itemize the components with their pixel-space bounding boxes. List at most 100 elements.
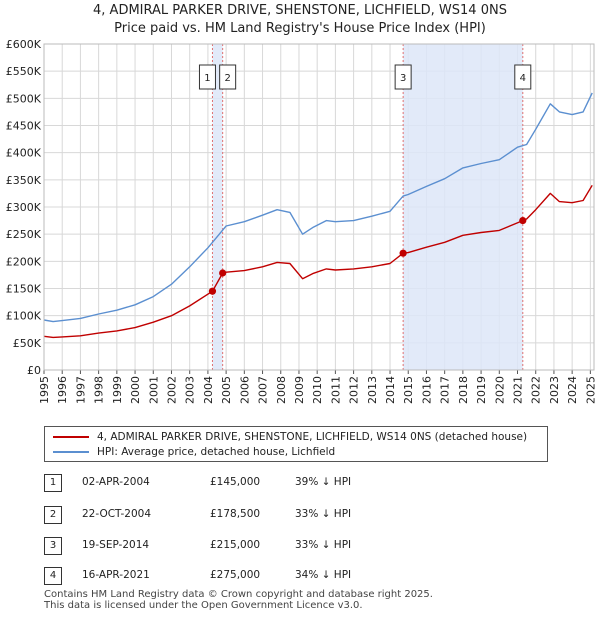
transaction-date: 19-SEP-2014 bbox=[82, 539, 150, 551]
sale-shaded-range bbox=[403, 44, 523, 370]
x-tick-label: 1996 bbox=[56, 376, 69, 404]
x-tick-label: 1999 bbox=[111, 376, 124, 404]
x-tick-label: 2011 bbox=[329, 376, 342, 404]
x-tick-label: 2005 bbox=[220, 376, 233, 404]
transaction-price: £215,000 bbox=[210, 539, 261, 551]
y-tick-label: £550K bbox=[6, 65, 42, 78]
sale-point bbox=[219, 269, 227, 277]
x-tick-label: 1998 bbox=[93, 376, 106, 404]
x-tick-label: 2022 bbox=[530, 376, 543, 404]
x-tick-label: 2010 bbox=[311, 376, 324, 404]
sale-marker: 2 bbox=[219, 64, 237, 90]
sale-marker-box bbox=[198, 64, 216, 90]
legend-swatch-hpi bbox=[53, 451, 89, 453]
x-tick-label: 2004 bbox=[202, 376, 215, 404]
transaction-price: £145,000 bbox=[210, 476, 261, 488]
sale-marker-box bbox=[219, 64, 237, 90]
table-row: 1 02-APR-2004 £145,000 39% ↓ HPI bbox=[44, 474, 444, 492]
x-tick-label: 2003 bbox=[184, 376, 197, 404]
sale-marker-box bbox=[514, 64, 532, 90]
x-axis-ticks: 1995 1996 1997 1998 1999 2000 2001 2002 2003 2004… bbox=[38, 370, 597, 404]
y-tick-label: £150K bbox=[6, 283, 42, 296]
table-row: 2 22-OCT-2004 £178,500 33% ↓ HPI bbox=[44, 506, 444, 524]
x-tick-label: 2015 bbox=[402, 376, 415, 404]
sale-shaded-ranges bbox=[212, 44, 523, 370]
sale-marker-box bbox=[394, 64, 412, 90]
x-tick-label: 2007 bbox=[257, 376, 270, 404]
sale-marker: 3 bbox=[394, 64, 412, 90]
y-tick-label: £50K bbox=[13, 337, 42, 350]
transaction-price: £275,000 bbox=[210, 569, 261, 581]
legend-label-hpi: HPI: Average price, detached house, Lich… bbox=[97, 446, 336, 458]
sale-marker: 4 bbox=[514, 64, 532, 90]
series-line-hpi bbox=[43, 92, 593, 323]
x-tick-label: 2023 bbox=[548, 376, 561, 404]
x-tick-label: 2013 bbox=[366, 376, 379, 404]
x-tick-label: 2012 bbox=[348, 376, 361, 404]
x-tick-label: 1997 bbox=[74, 376, 87, 404]
sale-marker-label: 3 bbox=[400, 73, 406, 84]
sale-markers: 1 2 3 4 bbox=[198, 64, 532, 90]
footer: Contains HM Land Registry data © Crown c… bbox=[44, 589, 433, 611]
y-tick-label: £200K bbox=[6, 255, 42, 268]
footer-line-2: This data is licensed under the Open Gov… bbox=[44, 600, 363, 611]
transaction-number: 3 bbox=[44, 537, 62, 555]
y-tick-label: £400K bbox=[6, 147, 42, 160]
price-chart: 1 2 3 4 £0 £50K £100K £150K £200K £250K £300K £350… bbox=[6, 38, 598, 404]
x-tick-label: 2009 bbox=[293, 376, 306, 404]
sale-marker: 1 bbox=[198, 64, 216, 90]
y-tick-label: £250K bbox=[6, 228, 42, 241]
plot-frame bbox=[43, 43, 595, 371]
transaction-hpi-diff: 39% ↓ HPI bbox=[295, 476, 352, 488]
sale-points bbox=[208, 216, 527, 295]
transaction-hpi-diff: 33% ↓ HPI bbox=[295, 508, 352, 520]
transaction-date: 22-OCT-2004 bbox=[82, 508, 151, 520]
transaction-date: 16-APR-2021 bbox=[82, 569, 150, 581]
x-tick-label: 2008 bbox=[275, 376, 288, 404]
sale-point bbox=[208, 287, 217, 295]
title-line-2: Price paid vs. HM Land Registry's House … bbox=[114, 21, 486, 36]
x-tick-label: 2002 bbox=[165, 376, 178, 404]
title-line-1: 4, ADMIRAL PARKER DRIVE, SHENSTONE, LICH… bbox=[93, 3, 507, 18]
x-tick-label: 2014 bbox=[384, 376, 397, 404]
y-tick-label: £0 bbox=[27, 364, 41, 377]
transaction-number: 2 bbox=[44, 506, 62, 524]
sale-marker-label: 2 bbox=[224, 73, 230, 84]
x-tick-label: 2017 bbox=[439, 376, 452, 404]
transaction-price: £178,500 bbox=[210, 508, 261, 520]
transaction-date: 02-APR-2004 bbox=[82, 476, 150, 488]
x-tick-label: 1995 bbox=[38, 376, 51, 404]
x-tick-label: 2019 bbox=[475, 376, 488, 404]
y-tick-label: £500K bbox=[6, 92, 42, 105]
footer-line-1: Contains HM Land Registry data © Crown c… bbox=[44, 589, 433, 600]
y-tick-label: £450K bbox=[6, 120, 42, 133]
y-tick-label: £600K bbox=[6, 38, 42, 51]
x-tick-label: 2016 bbox=[420, 376, 433, 404]
transaction-number: 1 bbox=[44, 474, 62, 492]
transaction-hpi-diff: 34% ↓ HPI bbox=[295, 569, 352, 581]
sale-marker-label: 1 bbox=[204, 73, 210, 84]
legend-swatch-property bbox=[53, 436, 89, 438]
sale-shaded-range bbox=[212, 44, 223, 370]
sale-marker-label: 4 bbox=[520, 73, 526, 84]
y-tick-label: £100K bbox=[6, 310, 42, 323]
sale-point bbox=[519, 216, 527, 225]
transaction-hpi-diff: 33% ↓ HPI bbox=[295, 539, 352, 551]
x-tick-label: 2020 bbox=[493, 376, 506, 404]
transaction-number: 4 bbox=[44, 567, 62, 585]
x-tick-label: 2025 bbox=[584, 376, 597, 404]
y-tick-label: £300K bbox=[6, 201, 42, 214]
x-tick-label: 2001 bbox=[147, 376, 160, 404]
chart-title: 4, ADMIRAL PARKER DRIVE, SHENSTONE, LICH… bbox=[0, 2, 600, 38]
y-axis-ticks: £0 £50K £100K £150K £200K £250K £300K £350K £400… bbox=[6, 38, 42, 377]
y-tick-label: £350K bbox=[6, 174, 42, 187]
x-tick-label: 2000 bbox=[129, 376, 142, 404]
legend-label-property: 4, ADMIRAL PARKER DRIVE, SHENSTONE, LICH… bbox=[97, 431, 528, 443]
table-row: 3 19-SEP-2014 £215,000 33% ↓ HPI bbox=[44, 537, 444, 555]
table-row: 4 16-APR-2021 £275,000 34% ↓ HPI bbox=[44, 567, 444, 585]
x-tick-label: 2024 bbox=[566, 376, 579, 404]
sale-point bbox=[399, 249, 407, 257]
legend: 4, ADMIRAL PARKER DRIVE, SHENSTONE, LICH… bbox=[44, 426, 548, 462]
x-tick-label: 2021 bbox=[512, 376, 525, 404]
x-tick-label: 2006 bbox=[238, 376, 251, 404]
